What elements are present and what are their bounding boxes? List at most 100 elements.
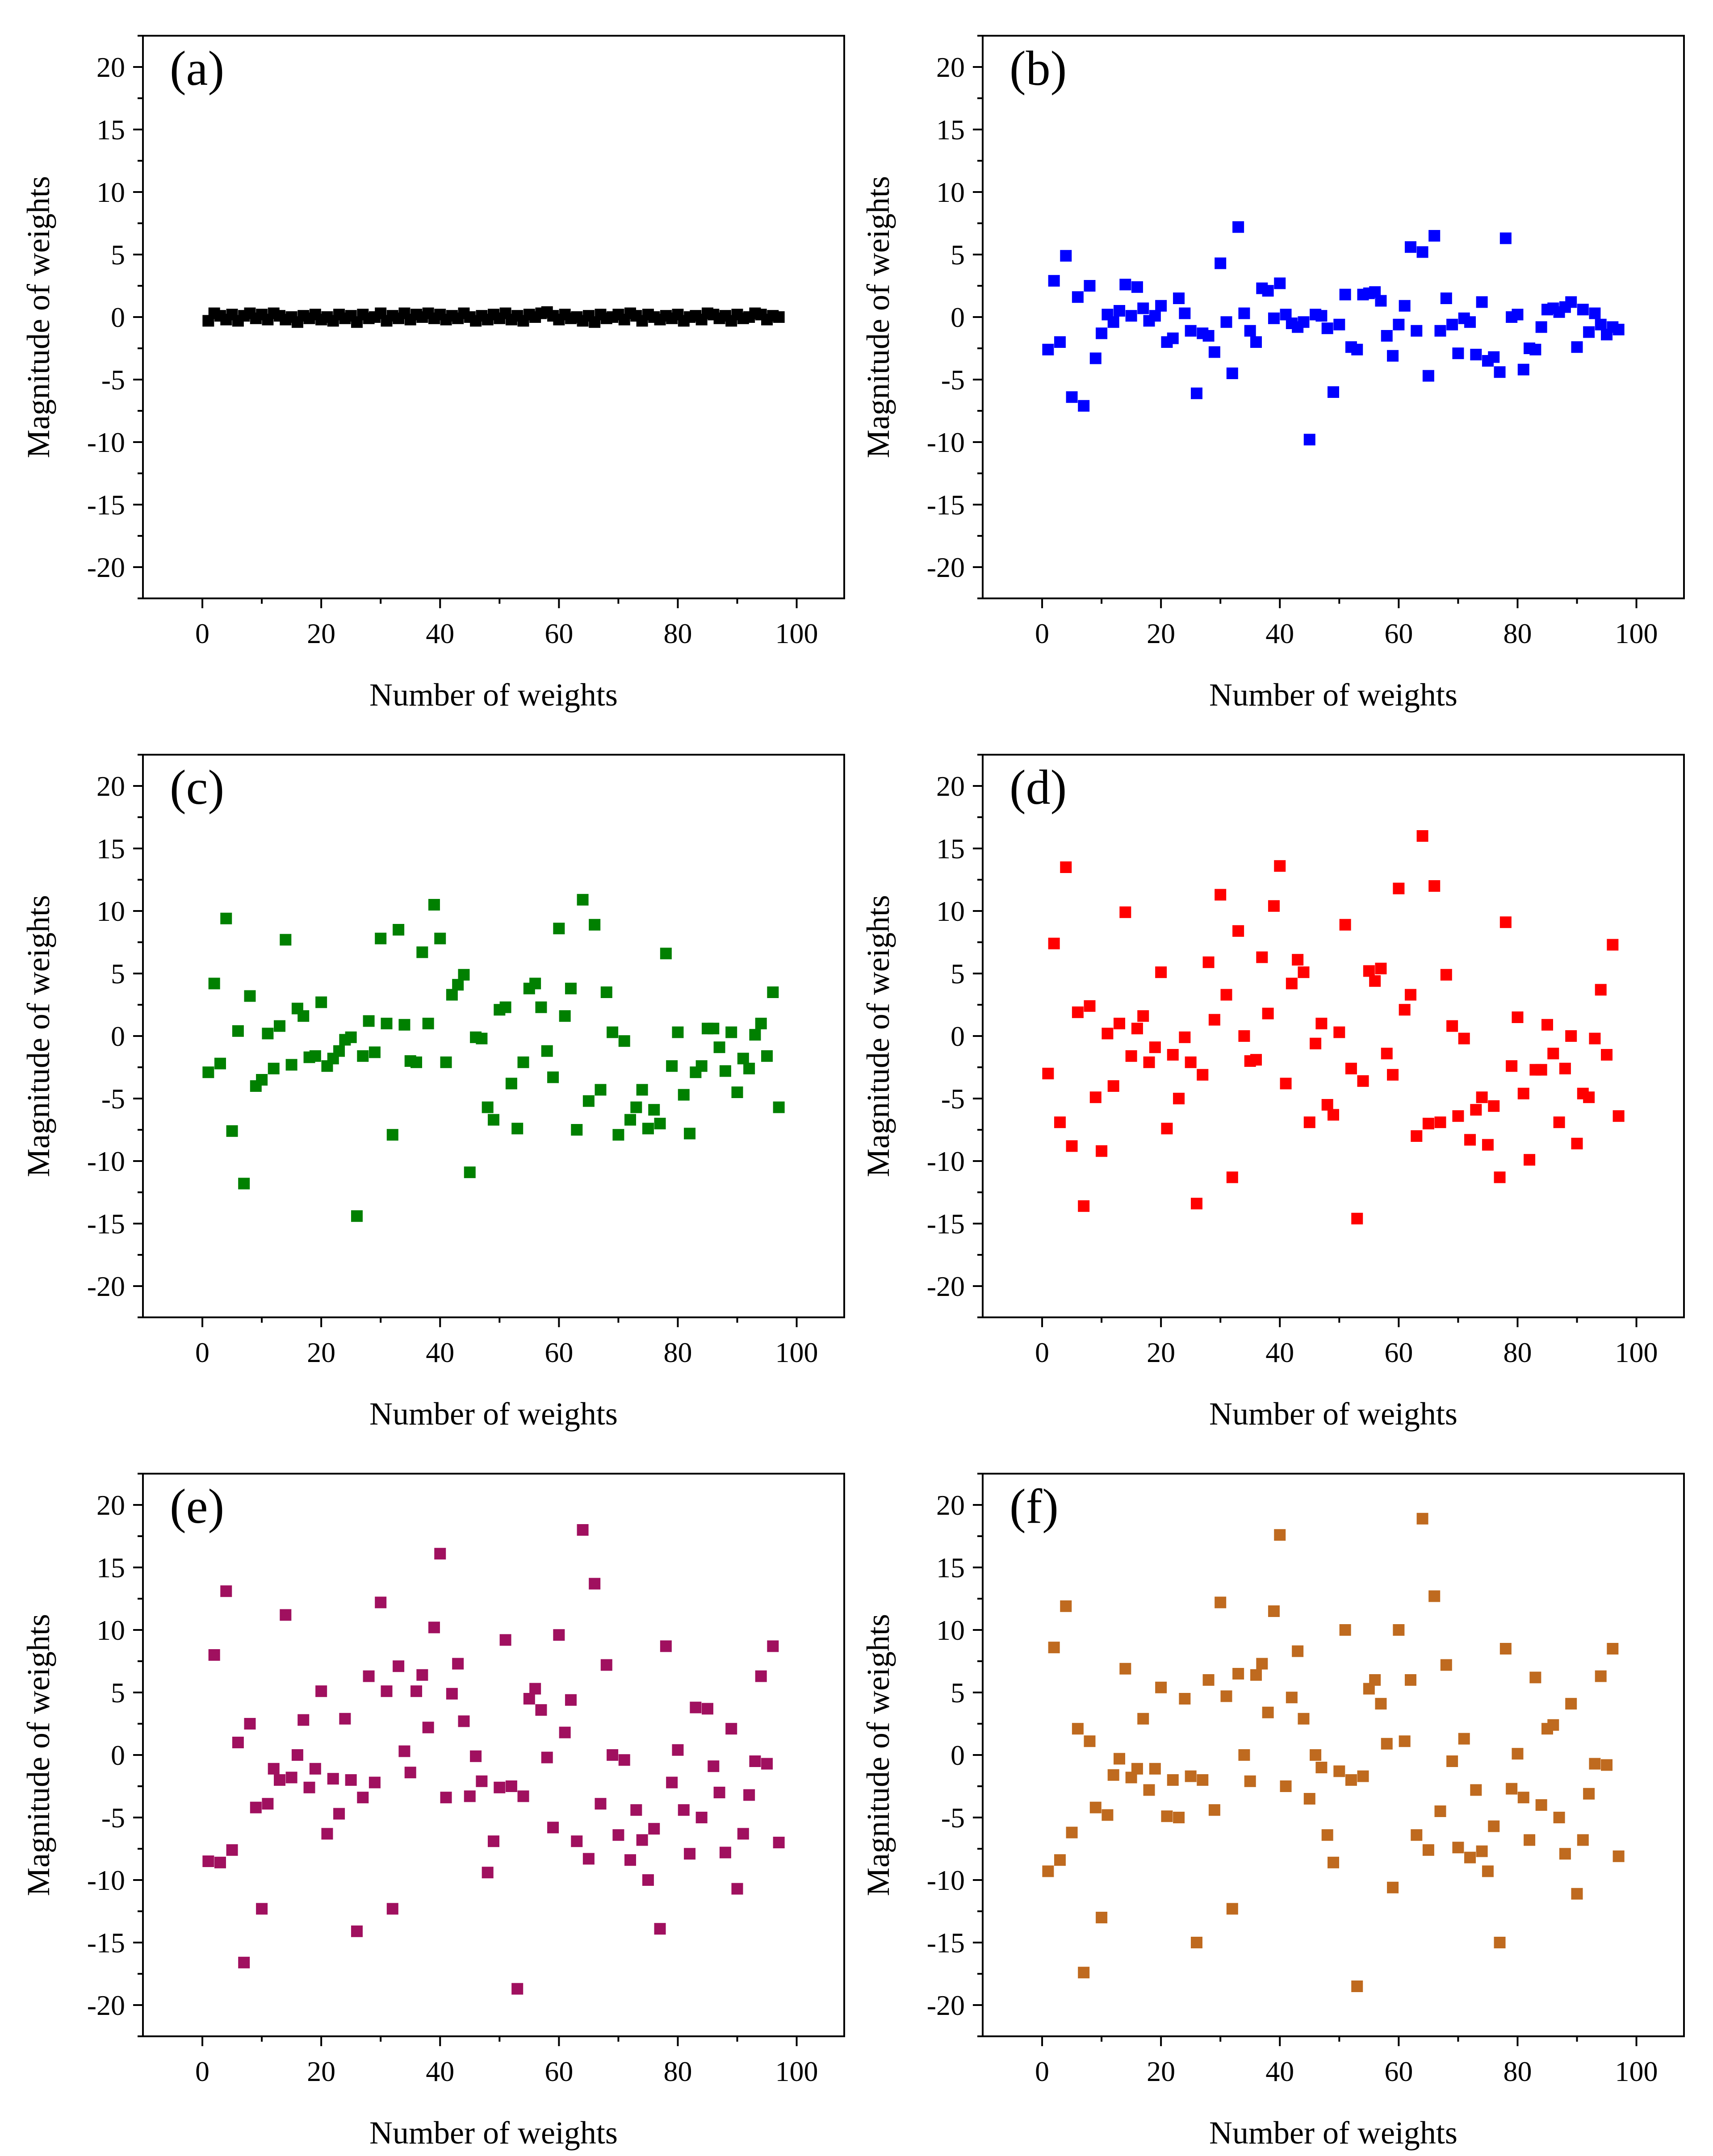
data-point-f [1517,1792,1529,1804]
x-tick-label-c: 100 [775,1337,818,1368]
data-point-c [642,1123,654,1135]
data-point-d [1404,989,1416,1001]
data-point-b [1428,230,1441,242]
y-tick-label-e: -20 [87,1989,125,2021]
data-point-c [280,934,292,946]
y-tick-label-a: -10 [87,426,125,458]
data-point-c [660,948,672,960]
data-point-e [607,1749,619,1761]
data-point-e [488,1835,499,1847]
data-point-e [440,1792,452,1804]
data-point-c [612,1129,624,1141]
data-point-b [1078,400,1090,412]
data-point-e [577,1524,589,1536]
y-tick-label-c: -15 [87,1208,125,1240]
data-point-e [315,1685,327,1697]
y-tick-label-f: -15 [927,1927,965,1959]
data-point-c [731,1086,743,1098]
y-tick-label-a: 10 [96,176,125,208]
x-tick-label-a: 20 [307,618,335,649]
x-tick-label-a: 0 [195,618,209,649]
data-point-c [476,1032,488,1045]
data-point-b [1440,292,1452,304]
data-point-f [1506,1783,1518,1795]
data-point-c [422,1018,434,1029]
x-tick-label-f: 100 [1615,2056,1658,2087]
data-point-b [1571,341,1583,353]
data-point-e [494,1781,506,1793]
data-point-e [600,1659,612,1671]
data-point-e [767,1640,779,1652]
x-tick-label-c: 0 [195,1337,209,1368]
data-point-d [1137,1010,1149,1022]
data-point-e [464,1790,476,1802]
data-point-c [458,969,470,981]
data-point-f [1422,1844,1434,1856]
data-point-b [1096,327,1108,339]
data-point-b [1393,318,1405,330]
data-point-f [1345,1774,1357,1786]
y-tick-label-c: 0 [111,1020,125,1052]
data-point-e [416,1669,428,1681]
data-point-f [1310,1749,1322,1761]
data-point-f [1078,1967,1090,1979]
data-point-c [345,1031,357,1043]
y-tick-label-d: 5 [951,958,965,990]
plot-frame-f [982,1473,1685,2037]
data-point-e [553,1629,565,1641]
data-point-c [678,1089,690,1101]
chart-panel-a: 0 20 40 60 80 100 20 15 10 5 0 -5 -10 -15 -20 Number of… [0,0,849,714]
data-point-c [410,1056,423,1068]
data-point-d [1416,830,1428,842]
data-point-d [1149,1041,1161,1053]
scatter-plot-d: 0 20 40 60 80 100 20 15 10 5 0 -5 -10 -15 -20 Number of… [860,754,1685,1432]
x-tick-label-b: 40 [1265,618,1294,649]
data-point-c [595,1084,607,1096]
data-point-b [1054,336,1066,348]
data-point-f [1440,1659,1452,1671]
data-point-e [333,1808,345,1820]
data-point-e [541,1751,553,1763]
y-tick-label-b: -15 [927,489,965,521]
data-point-d [1452,1110,1464,1122]
y-tick-label-b: -5 [941,364,965,396]
data-point-a [773,311,785,323]
data-point-b [1202,330,1215,342]
y-tick-label-c: 20 [96,770,125,802]
data-point-f [1351,1981,1363,1992]
data-point-e [428,1621,440,1634]
y-axis-title-d: Magnitude of weights [860,895,896,1177]
data-point-e [529,1683,541,1695]
data-point-e [684,1848,696,1860]
data-point-d [1232,925,1244,937]
data-point-c [398,1019,410,1031]
data-point-b [1499,232,1512,244]
chart-panel-f: 0 20 40 60 80 100 20 15 10 5 0 -5 -10 -15 -20 Number of… [840,1438,1688,2152]
y-tick-label-b: 0 [951,301,965,333]
data-point-b [1476,296,1488,308]
x-tick-label-f: 40 [1265,2056,1294,2087]
x-tick-label-a: 80 [663,618,692,649]
data-point-e [262,1798,274,1810]
data-point-d [1482,1139,1494,1151]
data-point-c [505,1078,517,1090]
data-point-c [547,1071,559,1083]
data-point-e [280,1609,292,1621]
data-point-f [1286,1692,1298,1704]
data-point-d [1333,1026,1345,1038]
y-tick-label-a: 0 [111,301,125,333]
data-point-d [1310,1037,1322,1049]
x-tick-label-c: 20 [307,1337,335,1368]
data-point-d [1589,1032,1601,1045]
panel-label-f: (f) [1009,1479,1059,1533]
data-point-f [1553,1812,1565,1823]
data-point-f [1446,1755,1458,1767]
data-point-d [1446,1020,1458,1032]
data-point-e [618,1754,630,1766]
x-axis-title-a: Number of weights [369,677,618,713]
data-point-c [535,1001,547,1013]
data-point-e [256,1903,268,1915]
y-tick-label-d: -20 [927,1270,965,1302]
x-axis-title-f: Number of weights [1209,2115,1458,2151]
data-point-b [1381,330,1393,342]
